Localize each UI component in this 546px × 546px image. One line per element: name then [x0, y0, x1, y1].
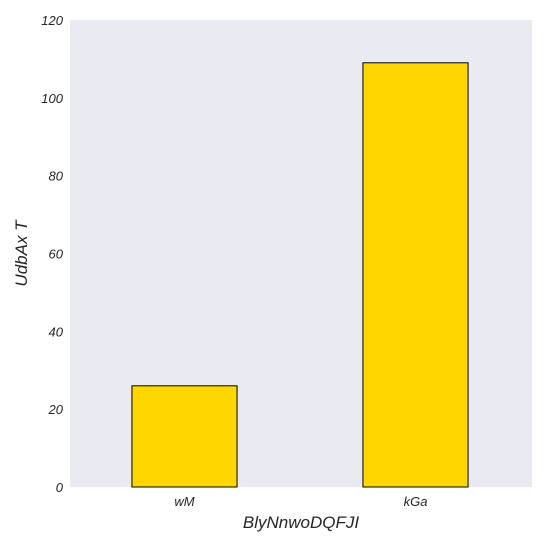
y-tick-label: 40: [49, 324, 64, 339]
y-tick-label: 20: [48, 402, 64, 417]
x-axis-ticks: wM kGa: [174, 494, 427, 509]
x-axis-label: BlyNnwoDQFJI: [243, 513, 359, 532]
y-axis-ticks: 0 20 40 60 80 100 120: [41, 13, 63, 495]
y-tick-label: 100: [41, 91, 63, 106]
bars-group: [131, 62, 469, 488]
y-axis-label: UdbAx T: [12, 219, 31, 287]
y-tick-label: 120: [41, 13, 63, 28]
x-tick-label: wM: [174, 494, 194, 509]
y-tick-label: 60: [49, 247, 64, 262]
bar-kGa: [362, 62, 469, 488]
y-tick-label: 80: [49, 169, 64, 184]
bar-wM: [131, 385, 238, 488]
y-tick-label: 0: [56, 480, 64, 495]
x-tick-label: kGa: [404, 494, 428, 509]
